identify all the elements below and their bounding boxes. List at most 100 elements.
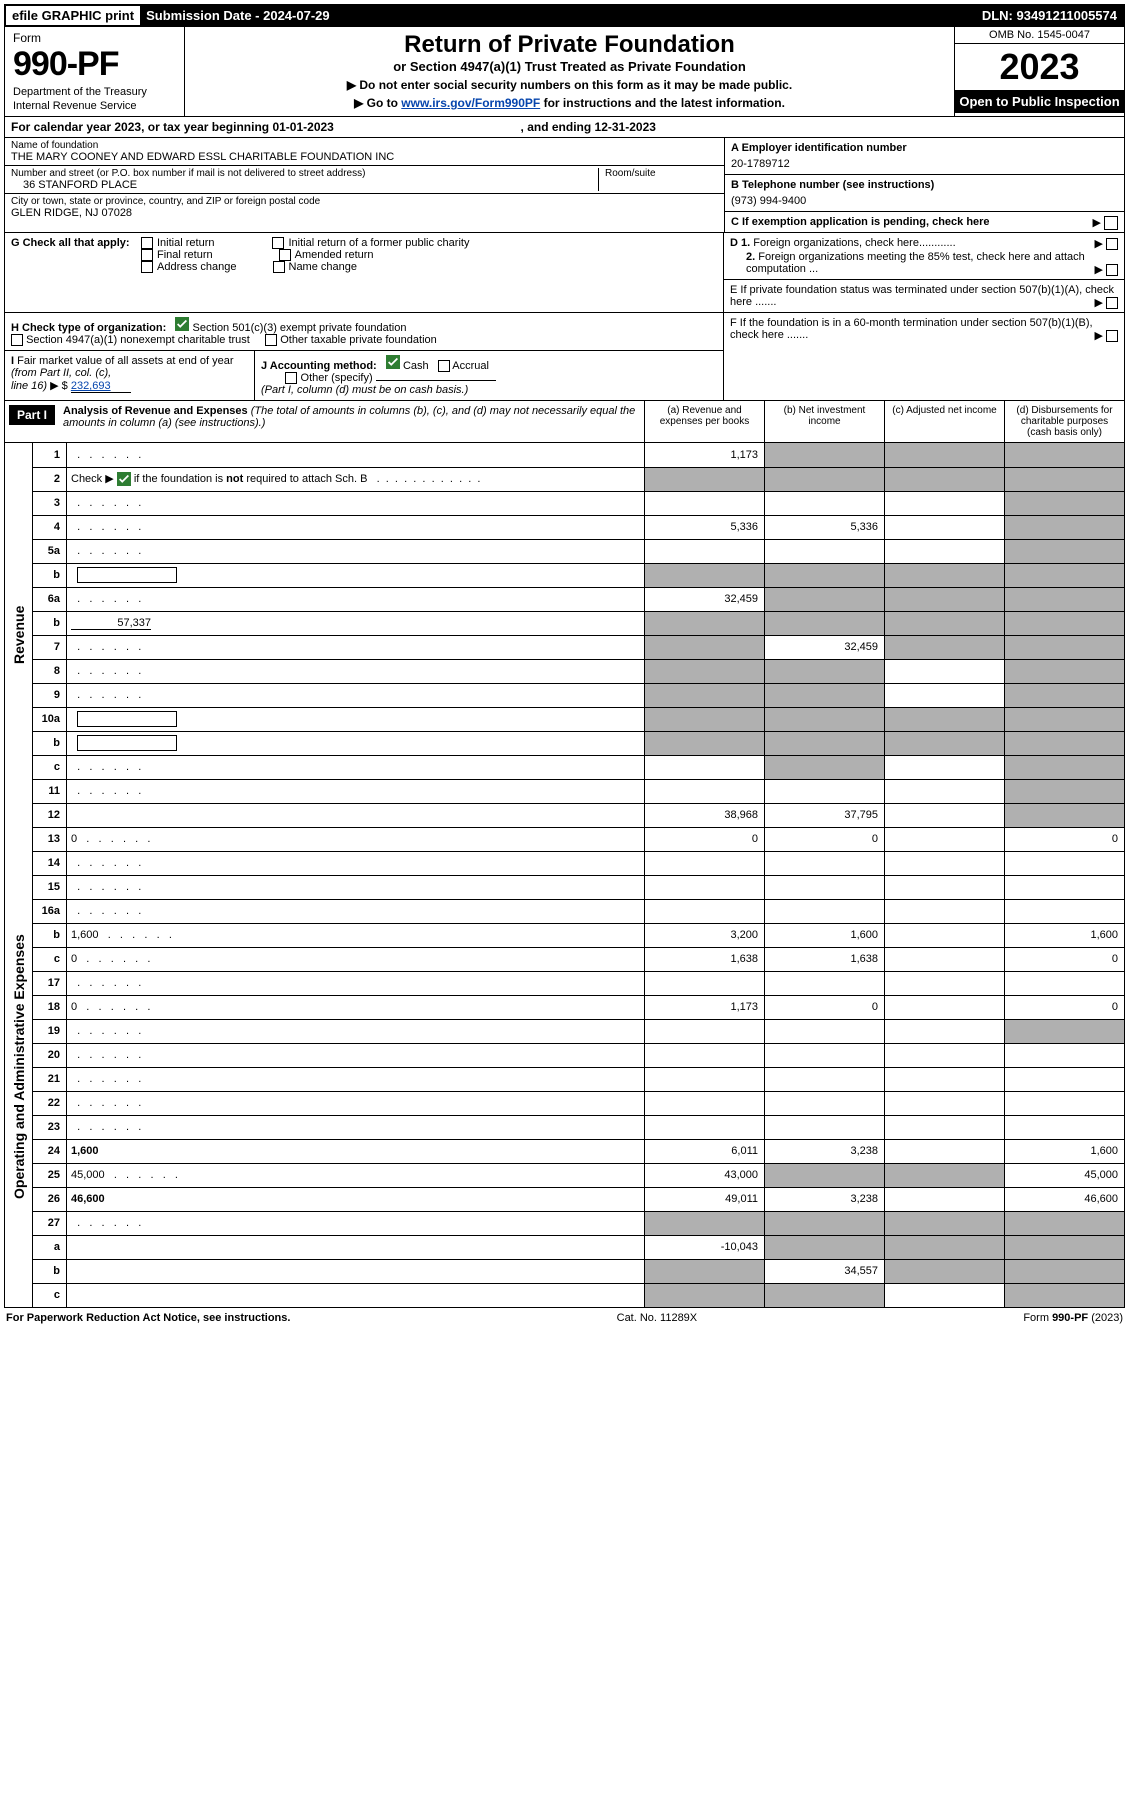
row-num: 6a <box>33 587 67 611</box>
dept-treasury: Department of the Treasury <box>13 86 176 98</box>
i-col: I Fair market value of all assets at end… <box>5 351 255 400</box>
cell-a <box>645 779 765 803</box>
cell-d <box>1005 1043 1125 1067</box>
e-checkbox[interactable] <box>1106 297 1118 309</box>
cell-b <box>765 539 885 563</box>
entity-right: A Employer identification number 20-1789… <box>724 138 1124 232</box>
initial-return-checkbox[interactable] <box>141 237 153 249</box>
cell-a <box>645 1115 765 1139</box>
4947-checkbox[interactable] <box>11 334 23 346</box>
name-change-checkbox[interactable] <box>273 261 285 273</box>
g-d-block: G Check all that apply: Initial return I… <box>4 233 1125 313</box>
cell-b <box>765 683 885 707</box>
cell-a <box>645 659 765 683</box>
address: 36 STANFORD PLACE <box>11 179 598 191</box>
cell-c <box>885 995 1005 1019</box>
cell-d <box>1005 803 1125 827</box>
501c3-checkbox-checked[interactable] <box>175 317 189 331</box>
form990pf-link[interactable]: www.irs.gov/Form990PF <box>401 96 540 110</box>
name-row: Name of foundation THE MARY COONEY AND E… <box>5 138 724 166</box>
side-label: Revenue <box>5 443 33 827</box>
header-right: OMB No. 1545-0047 2023 Open to Public In… <box>954 27 1124 116</box>
amended-return-checkbox[interactable] <box>279 249 291 261</box>
instr2-post: for instructions and the latest informat… <box>540 96 785 110</box>
cell-a <box>645 1211 765 1235</box>
f-checkbox[interactable] <box>1106 330 1118 342</box>
cell-c <box>885 707 1005 731</box>
row-num: b <box>33 1259 67 1283</box>
row-num: a <box>33 1235 67 1259</box>
cell-c <box>885 731 1005 755</box>
cell-d <box>1005 443 1125 467</box>
row-desc <box>67 707 645 731</box>
cell-a <box>645 1067 765 1091</box>
h-label: H Check type of organization: <box>11 322 166 334</box>
cell-b: 32,459 <box>765 635 885 659</box>
j-cash: Cash <box>403 360 429 372</box>
city-label: City or town, state or province, country… <box>11 196 718 207</box>
exemption-checkbox[interactable] <box>1104 216 1118 230</box>
row-desc: 45,000 . . . . . . <box>67 1163 645 1187</box>
cell-c <box>885 1235 1005 1259</box>
cell-b <box>765 1019 885 1043</box>
row-desc <box>67 803 645 827</box>
row-num: 13 <box>33 827 67 851</box>
row-num: b <box>33 563 67 587</box>
cell-c <box>885 755 1005 779</box>
g-opt-1: Final return <box>157 249 213 261</box>
ein-label: A Employer identification number <box>731 142 1118 154</box>
cell-b <box>765 899 885 923</box>
final-return-checkbox[interactable] <box>141 249 153 261</box>
row-num: 27 <box>33 1211 67 1235</box>
row-desc: . . . . . . <box>67 1091 645 1115</box>
cell-d <box>1005 683 1125 707</box>
j-col: J Accounting method: Cash Accrual Other … <box>255 351 723 400</box>
open-public-badge: Open to Public Inspection <box>955 90 1124 113</box>
cell-a <box>645 563 765 587</box>
cell-d <box>1005 1091 1125 1115</box>
dln: DLN: 93491211005574 <box>976 6 1123 25</box>
cell-a <box>645 635 765 659</box>
irs-label: Internal Revenue Service <box>13 100 176 112</box>
h-opt3: Other taxable private foundation <box>280 334 437 346</box>
form-label: Form <box>13 31 176 45</box>
row-desc: . . . . . . <box>67 755 645 779</box>
cell-c <box>885 611 1005 635</box>
cell-b <box>765 1043 885 1067</box>
cell-c <box>885 851 1005 875</box>
j-accrual: Accrual <box>452 360 489 372</box>
cell-b: 34,557 <box>765 1259 885 1283</box>
h-opt2: Section 4947(a)(1) nonexempt charitable … <box>26 334 250 346</box>
cell-d <box>1005 875 1125 899</box>
d2-checkbox[interactable] <box>1106 264 1118 276</box>
cell-b <box>765 1091 885 1115</box>
cell-a: 1,173 <box>645 443 765 467</box>
other-method-checkbox[interactable] <box>285 372 297 384</box>
row-desc: . . . . . . <box>67 587 645 611</box>
accrual-checkbox[interactable] <box>438 360 450 372</box>
part1-desc: Part I Analysis of Revenue and Expenses … <box>5 401 644 442</box>
cell-a: 5,336 <box>645 515 765 539</box>
row-desc: . . . . . . <box>67 971 645 995</box>
cell-a: 6,011 <box>645 1139 765 1163</box>
address-change-checkbox[interactable] <box>141 261 153 273</box>
cell-b <box>765 563 885 587</box>
row-desc: . . . . . . <box>67 1067 645 1091</box>
row-num: c <box>33 947 67 971</box>
dln-label: DLN: <box>982 8 1017 23</box>
hij-block: H Check type of organization: Section 50… <box>4 313 1125 401</box>
cell-b: 0 <box>765 995 885 1019</box>
other-taxable-checkbox[interactable] <box>265 334 277 346</box>
cash-checkbox-checked[interactable] <box>386 355 400 369</box>
row-num: 18 <box>33 995 67 1019</box>
d1-checkbox[interactable] <box>1106 238 1118 250</box>
calendar-year-row: For calendar year 2023, or tax year begi… <box>4 117 1125 138</box>
cell-d <box>1005 899 1125 923</box>
cell-d <box>1005 491 1125 515</box>
row-desc: . . . . . . <box>67 899 645 923</box>
row-desc <box>67 731 645 755</box>
initial-former-checkbox[interactable] <box>272 237 284 249</box>
form-subtitle: or Section 4947(a)(1) Trust Treated as P… <box>193 59 946 74</box>
fmv-value[interactable]: 232,693 <box>71 380 131 393</box>
cal-end: 12-31-2023 <box>595 120 656 134</box>
